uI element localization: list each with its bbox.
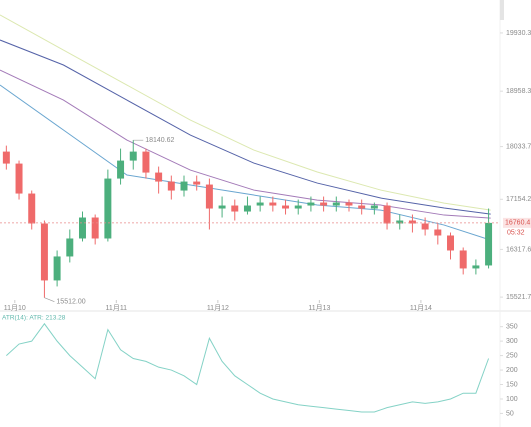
candle-body: [15, 163, 23, 194]
annotation-leader: [44, 297, 55, 302]
y-tick-label: 300: [506, 338, 518, 345]
candle-body: [472, 265, 480, 269]
x-tick-label: 11月11: [106, 304, 128, 312]
y-tick-label: 17154.2: [506, 196, 531, 203]
x-tick-label: 11月14: [410, 304, 432, 312]
y-tick-label: 16317.6: [506, 246, 531, 253]
line-series: [6, 322, 490, 413]
y-tick-label: 200: [506, 367, 518, 374]
candle-body: [218, 205, 226, 209]
y-tick-label: 15521.7: [506, 294, 531, 301]
candle-body: [459, 250, 467, 269]
candle-body: [53, 256, 61, 281]
price-badge: [503, 217, 531, 228]
candle-body: [91, 217, 99, 239]
candle-body: [282, 205, 290, 209]
candle-body: [231, 205, 239, 212]
current-price: 16760.4: [505, 220, 530, 227]
candle-body: [2, 151, 10, 164]
candle-body: [193, 181, 201, 185]
line-series: [0, 84, 491, 241]
y-tick-label: 50: [506, 410, 514, 417]
candle-body: [78, 217, 86, 239]
candle-body: [28, 193, 36, 224]
y-tick-label: 18958.3: [506, 88, 531, 95]
candle-body: [269, 202, 277, 206]
candle-body: [332, 202, 340, 206]
candle-body: [117, 160, 125, 179]
candle-body: [485, 222, 493, 266]
candle-body: [129, 151, 137, 161]
candle-body: [40, 223, 48, 281]
candle-body: [320, 202, 328, 206]
line-series: [0, 39, 491, 215]
annotation-label: 15512.00: [56, 299, 85, 306]
candle-body: [142, 151, 150, 173]
candle-body: [256, 202, 264, 206]
y-tick-label: 100: [506, 396, 518, 403]
indicator-title: ATR(14): ATR: 213.28: [2, 315, 66, 322]
candle-body: [167, 181, 175, 191]
candle-body: [447, 235, 454, 251]
candle-body: [243, 205, 251, 212]
candle-body: [370, 205, 378, 209]
candle-body: [434, 229, 442, 236]
candle-body: [104, 178, 112, 239]
x-tick-label: 11月10: [4, 304, 26, 312]
candle-body: [205, 184, 213, 209]
candle-body: [358, 205, 366, 209]
candle-body: [180, 181, 188, 191]
y-tick-label: 150: [506, 381, 518, 388]
candle-body: [66, 238, 74, 257]
y-tick-label: 250: [506, 352, 518, 359]
line-series: [0, 69, 491, 219]
candle-body: [155, 172, 163, 182]
candle-body: [307, 202, 315, 206]
x-tick-label: 11月13: [308, 304, 330, 312]
candle-body: [294, 205, 302, 209]
candle-body: [345, 202, 353, 206]
countdown: 05:32: [507, 230, 525, 237]
annotation-label: 18140.62: [145, 137, 174, 144]
y-tick-label: 350: [506, 324, 518, 331]
candle-body: [421, 223, 429, 230]
candle-body: [396, 220, 404, 224]
y-tick-label: 18033.7: [506, 143, 531, 150]
line-series: [0, 14, 491, 211]
y-tick-label: 19930.3: [506, 30, 531, 37]
scrollbar: [500, 0, 504, 20]
candle-body: [383, 205, 391, 224]
x-tick-label: 11月12: [207, 304, 229, 312]
candle-body: [408, 220, 416, 224]
